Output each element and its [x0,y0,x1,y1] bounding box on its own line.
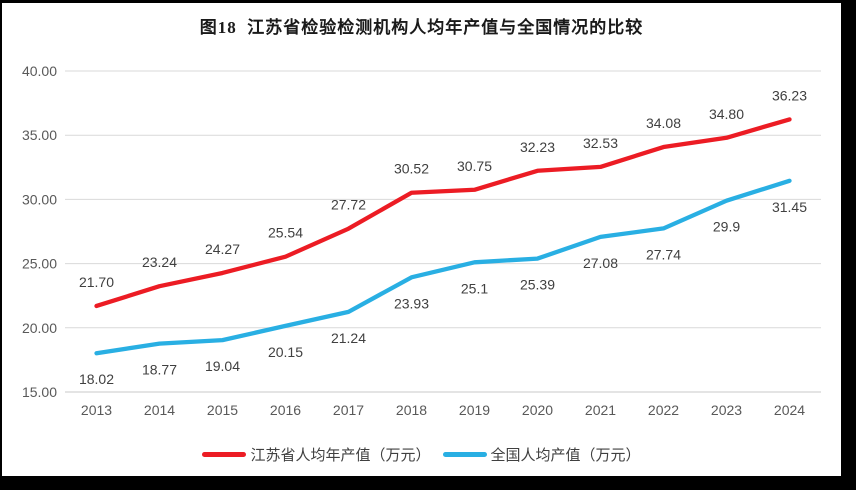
y-tick-label: 25.00 [22,256,57,272]
x-tick-label: 2024 [774,402,805,418]
x-tick-label: 2022 [648,402,679,418]
jiangsu-data-label: 32.53 [583,135,618,151]
jiangsu-data-label: 34.08 [646,115,681,131]
chart-title: 图18 江苏省检验检测机构人均年产值与全国情况的比较 [199,18,644,37]
legend-label-jiangsu: 江苏省人均年产值（万元） [250,447,431,464]
jiangsu-data-label: 34.80 [709,106,744,122]
national-data-label: 20.15 [268,344,303,360]
legend-label-national: 全国人均产值（万元） [490,447,641,464]
jiangsu-data-label: 30.75 [457,158,492,174]
chart-canvas: 图18 江苏省检验检测机构人均年产值与全国情况的比较 15.00 20.00 25.… [2,3,841,476]
national-data-label: 23.93 [394,295,429,311]
jiangsu-data-label: 23.24 [142,254,177,270]
legend: 江苏省人均年产值（万元） 全国人均产值（万元） [2,444,841,465]
jiangsu-data-label: 36.23 [772,87,807,103]
y-tick-label: 40.00 [22,63,57,79]
y-tick-label: 15.00 [22,384,57,400]
national-data-label: 25.39 [520,277,555,293]
national-line-swatch [442,452,487,457]
x-tick-label: 2020 [522,402,553,418]
legend-item-jiangsu: 江苏省人均年产值（万元） [202,444,431,465]
y-tick-label: 35.00 [22,127,57,143]
national-data-label: 27.74 [646,246,681,262]
y-tick-label: 30.00 [22,191,57,207]
x-tick-label: 2021 [585,402,616,418]
jiangsu-data-label: 32.23 [520,139,555,155]
national-series-line [94,178,792,356]
x-tick-label: 2014 [144,402,175,418]
jiangsu-data-label: 27.72 [331,197,366,213]
x-tick-label: 2013 [81,402,112,418]
jiangsu-data-label: 30.52 [394,161,429,177]
x-tick-label: 2015 [207,402,238,418]
x-tick-label: 2023 [711,402,742,418]
national-data-label: 19.04 [205,358,240,374]
national-data-label: 27.08 [583,255,618,271]
legend-item-national: 全国人均产值（万元） [442,444,641,465]
national-data-label: 21.24 [331,330,366,346]
jiangsu-data-label: 21.70 [79,274,114,290]
national-data-label: 29.9 [713,219,740,235]
x-tick-label: 2018 [396,402,427,418]
line-chart: 15.00 20.00 25.00 30.00 35.00 40.00 2013 2014 20… [22,63,821,418]
national-data-label: 18.02 [79,371,114,387]
x-tick-label: 2017 [333,402,364,418]
jiangsu-data-label: 25.54 [268,225,303,241]
national-data-label: 25.1 [461,280,488,296]
jiangsu-data-label: 24.27 [205,241,240,257]
x-tick-label: 2019 [459,402,490,418]
national-data-label: 31.45 [772,199,807,215]
y-tick-label: 20.00 [22,320,57,336]
national-data-label: 18.77 [142,362,177,378]
x-tick-label: 2016 [270,402,301,418]
jiangsu-series-line [94,117,792,309]
jiangsu-line-swatch [202,452,247,457]
